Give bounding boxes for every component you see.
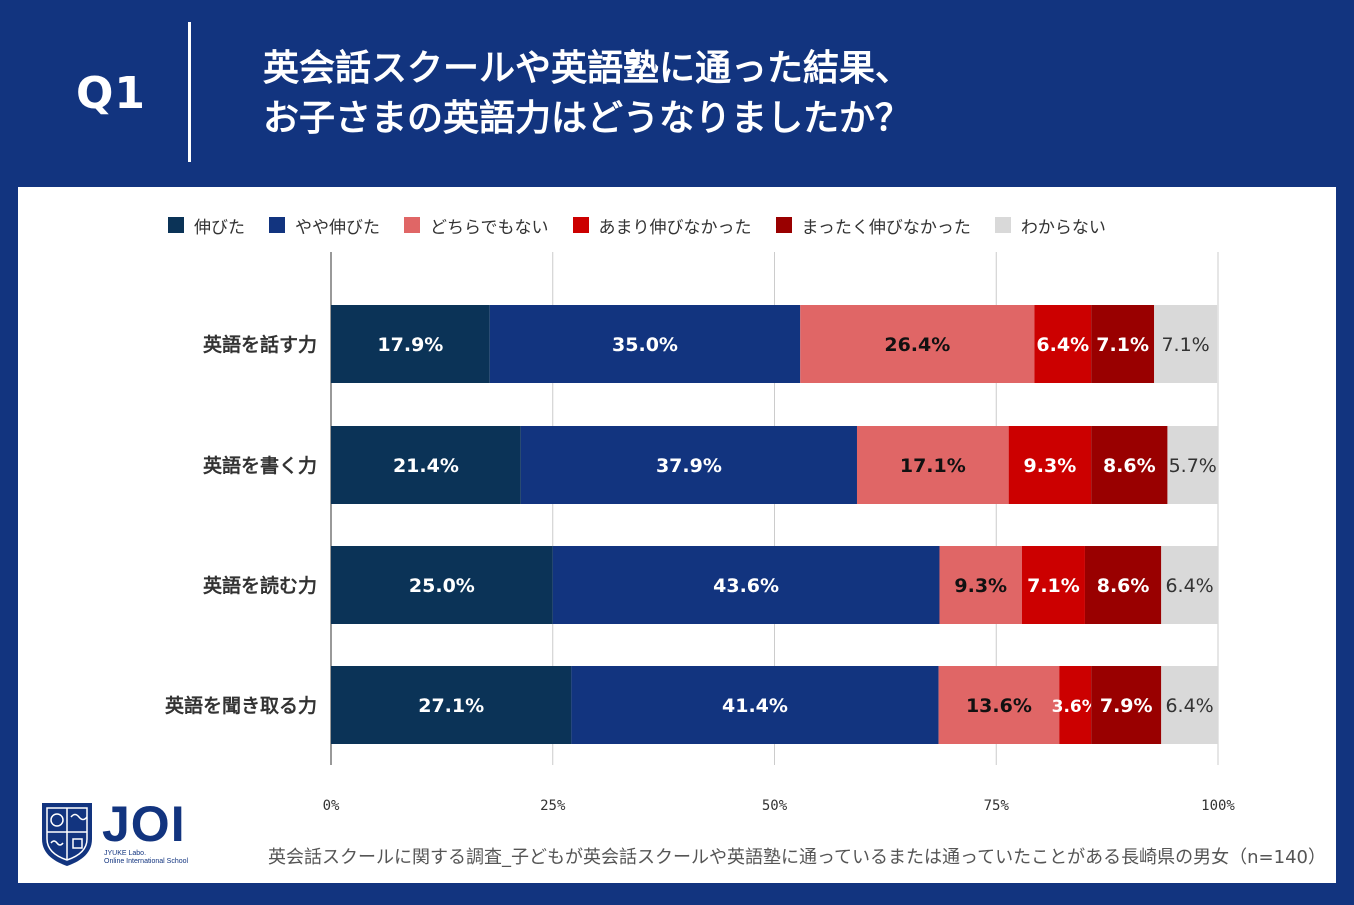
data-label: 13.6% — [966, 695, 1032, 717]
bar-segment — [552, 546, 940, 624]
question-title: 英会話スクールや英語塾に通った結果、 お子さまの英語力はどうなりましたか？ — [263, 44, 911, 144]
data-label: 8.6% — [1103, 455, 1156, 477]
legend-item: どちらでもない — [404, 213, 549, 238]
data-label: 27.1% — [418, 695, 484, 717]
bar-segment — [1034, 305, 1092, 383]
bar-segment — [331, 426, 521, 504]
data-label: 21.4% — [393, 455, 459, 477]
x-tick-label: 75% — [984, 798, 1010, 814]
bar-segment — [1091, 426, 1168, 504]
legend-item: 伸びた — [168, 213, 245, 238]
legend-label: まったく伸びなかった — [801, 217, 971, 238]
bar-segment — [856, 426, 1009, 504]
bar-segment — [1161, 666, 1218, 744]
data-label: 6.4% — [1165, 575, 1213, 597]
joi-logo: JOI JYUKE Labo. Online International Sch… — [38, 796, 228, 869]
x-tick-label: 100% — [1201, 798, 1235, 814]
x-tick-label: 25% — [540, 798, 566, 814]
question-title-line2: お子さまの英語力はどうなりましたか？ — [263, 98, 912, 139]
legend-item: あまり伸びなかった — [572, 213, 752, 238]
data-label: 43.6% — [713, 575, 779, 597]
bar-segment — [1091, 666, 1162, 744]
legend-label: あまり伸びなかった — [598, 217, 752, 238]
bar-segment — [331, 546, 553, 624]
data-label: 8.6% — [1097, 575, 1150, 597]
survey-footnote: 英会話スクールに関する調査_子どもが英会話スクールや英語塾に通っているまたは通っ… — [267, 847, 1326, 868]
data-label: 3.6% — [1052, 697, 1099, 717]
bar-segment — [331, 666, 572, 744]
category-label: 英語を話す力 — [203, 333, 317, 356]
question-title-line1: 英会話スクールや英語塾に通った結果、 — [263, 48, 912, 89]
bar-segment — [1008, 426, 1092, 504]
legend-item: やや伸びた — [269, 213, 380, 238]
bar-segment — [571, 666, 939, 744]
bar-segment — [489, 305, 801, 383]
category-label: 英語を読む力 — [203, 574, 317, 597]
data-label: 7.1% — [1161, 334, 1209, 356]
chart-legend: 伸びた やや伸びた どちらでもない あまり伸びなかった まったく伸びなかった わからない — [168, 212, 1106, 238]
data-label: 41.4% — [722, 695, 788, 717]
x-tick-label: 0% — [323, 798, 340, 814]
data-label: 7.1% — [1027, 575, 1080, 597]
legend-swatch — [404, 217, 420, 233]
chart-panel: 伸びた やや伸びた どちらでもない あまり伸びなかった まったく伸びなかった わからない … — [18, 187, 1336, 883]
bar-segment — [520, 426, 857, 504]
legend-label: 伸びた — [194, 217, 245, 238]
legend-item: まったく伸びなかった — [775, 213, 971, 238]
legend-swatch — [269, 217, 285, 233]
bar-segment — [1154, 305, 1218, 383]
data-label: 17.1% — [900, 455, 966, 477]
bar-segment — [938, 666, 1060, 744]
category-label: 英語を書く力 — [203, 454, 317, 477]
data-label: 7.9% — [1100, 695, 1153, 717]
legend-swatch — [572, 217, 589, 233]
bar-segment — [1084, 546, 1162, 624]
legend-item: わからない — [994, 213, 1106, 238]
data-label: 6.4% — [1165, 695, 1213, 717]
header: Q1 英会話スクールや英語塾に通った結果、 お子さまの英語力はどうなりましたか？ — [0, 0, 1354, 187]
header-divider — [188, 22, 191, 162]
data-label: 17.9% — [377, 334, 443, 356]
data-label: 25.0% — [409, 575, 475, 597]
question-number: Q1 — [76, 68, 147, 119]
legend-swatch — [775, 217, 792, 233]
data-label: 7.1% — [1096, 334, 1149, 356]
shield-icon — [42, 803, 92, 866]
legend-swatch — [994, 217, 1011, 233]
bar-segment — [1161, 546, 1218, 624]
legend-label: どちらでもない — [430, 217, 549, 238]
bar-segment — [939, 546, 1022, 624]
logo-subtitle: JYUKE Labo. — [104, 850, 147, 857]
bar-segment — [331, 305, 490, 383]
logo-wordmark: JOI — [102, 796, 186, 852]
bar-segment — [1091, 305, 1155, 383]
bar-segment — [800, 305, 1035, 383]
data-label: 35.0% — [612, 334, 678, 356]
x-tick-label: 50% — [762, 798, 788, 814]
data-label: 5.7% — [1169, 455, 1217, 477]
logo-subtitle: Online International School — [104, 858, 189, 865]
bar-segment — [1167, 426, 1218, 504]
category-label: 英語を聞き取る力 — [165, 694, 317, 717]
data-label: 26.4% — [884, 334, 950, 356]
data-label: 6.4% — [1036, 334, 1089, 356]
bar-segment — [1021, 546, 1085, 624]
legend-label: わからない — [1020, 217, 1106, 238]
legend-label: やや伸びた — [295, 217, 380, 238]
data-label: 9.3% — [1024, 455, 1077, 477]
bar-segment — [1059, 666, 1092, 744]
stacked-bar-chart: 0% 25% 50% 75% 100% 英語を話す力 17.9% 35.0% 26.4% 6.4%… — [165, 252, 1235, 814]
legend-swatch — [168, 217, 184, 233]
data-label: 37.9% — [656, 455, 722, 477]
data-label: 9.3% — [954, 575, 1007, 597]
